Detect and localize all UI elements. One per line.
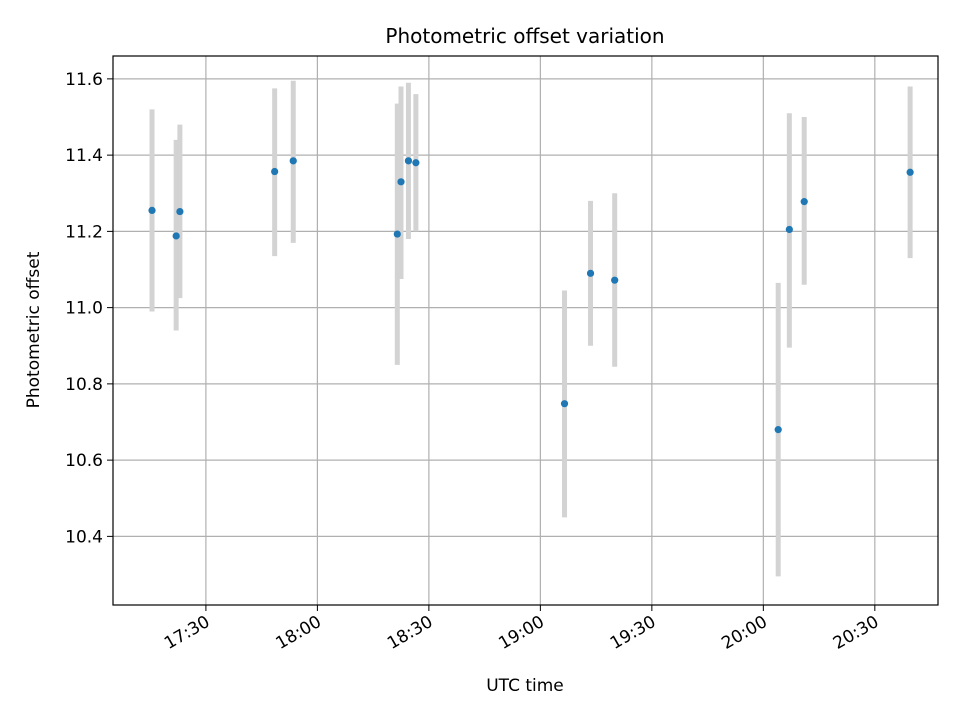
data-point [289, 157, 297, 165]
x-tick-label: 17:30 [161, 612, 213, 654]
y-axis-label: Photometric offset [24, 251, 44, 408]
data-point [393, 230, 401, 238]
data-point [412, 159, 420, 167]
ticks: 17:30 18:00 18:30 19:00 19:30 20:00 20:30 10.4 1… [65, 70, 882, 654]
chart-title: Photometric offset variation [385, 24, 664, 48]
y-tick-label: 11.6 [65, 70, 103, 90]
x-tick-label: 20:30 [830, 612, 882, 654]
data-point [586, 269, 595, 277]
data-point [785, 225, 793, 234]
y-tick-label: 10.4 [65, 527, 103, 547]
data-point [176, 207, 184, 216]
x-tick-label: 19:30 [607, 612, 659, 654]
data-points [148, 157, 914, 434]
y-tick-label: 10.6 [65, 451, 103, 471]
x-tick-label: 19:00 [495, 612, 547, 654]
data-point [404, 157, 413, 165]
y-tick-label: 11.0 [65, 299, 103, 319]
data-point [172, 232, 180, 240]
plot-frame [112, 55, 939, 606]
data-point [148, 206, 156, 215]
data-point [800, 198, 808, 206]
data-point [906, 168, 914, 176]
x-tick-label: 18:00 [272, 612, 324, 654]
x-axis-label: UTC time [486, 676, 564, 696]
x-tick-label: 18:30 [384, 612, 436, 654]
data-point [560, 400, 569, 408]
y-tick-label: 10.8 [65, 375, 103, 395]
data-point [774, 426, 782, 434]
x-tick-label: 20:00 [718, 612, 770, 654]
grid [113, 56, 938, 605]
data-point [271, 167, 279, 176]
data-point [611, 276, 619, 284]
data-point [397, 178, 405, 186]
y-tick-label: 11.4 [65, 146, 103, 166]
y-tick-label: 11.2 [65, 222, 103, 242]
